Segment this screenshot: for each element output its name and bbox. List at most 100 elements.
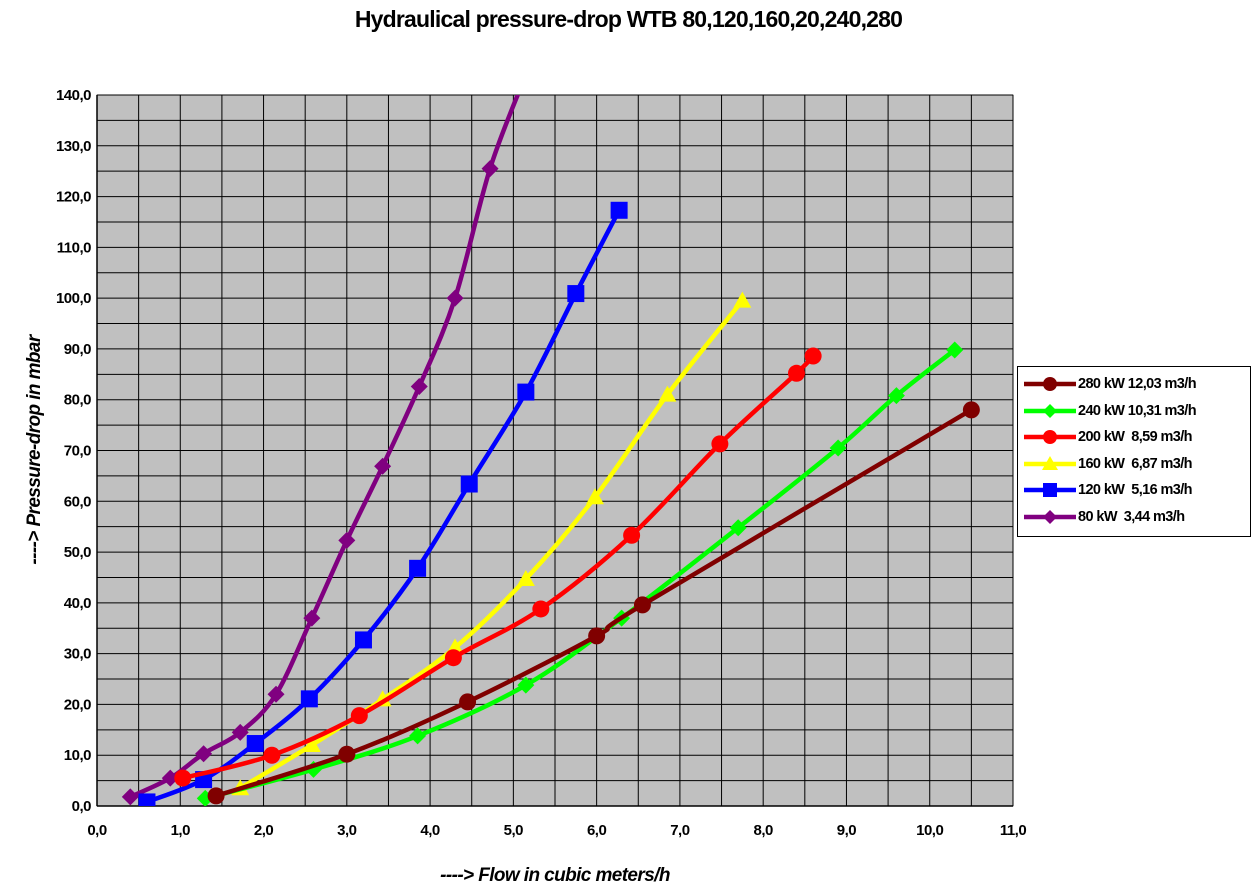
data-point-marker (588, 627, 606, 645)
data-point-marker (733, 291, 752, 308)
data-point-marker (517, 66, 534, 83)
data-point-marker (1043, 483, 1057, 497)
data-point-marker (231, 723, 249, 741)
data-point-marker (1043, 377, 1057, 391)
tick-labels: 0,0 1,0 2,0 3,0 4,0 5,0 6,0 7,0 8,0 9,0 10,0 11,0 0,… (56, 87, 1027, 839)
legend-label: 280 kW 12,03 m3/h (1078, 376, 1197, 392)
legend-item: 160 kW 6,87 m3/h (1018, 451, 1250, 478)
data-point-marker (302, 736, 321, 753)
data-point-marker (460, 475, 478, 493)
legend-item: 200 kW 8,59 m3/h (1018, 424, 1250, 451)
series (138, 201, 628, 806)
data-point-marker (481, 160, 499, 178)
y-tick-label: 0,0 (72, 798, 92, 815)
data-point-marker (246, 735, 264, 753)
legend-item: 80 kW 3,44 m3/h (1018, 504, 1250, 531)
x-tick-label: 8,0 (754, 822, 774, 839)
data-point-marker (946, 341, 964, 359)
data-point-marker (658, 385, 677, 402)
data-point-marker (350, 707, 368, 725)
y-tick-label: 20,0 (64, 696, 91, 713)
data-point-marker (410, 378, 428, 396)
legend-label: 160 kW 6,87 m3/h (1078, 455, 1193, 472)
data-point-marker (444, 649, 462, 667)
data-point-marker (263, 746, 281, 764)
data-point-marker (633, 596, 651, 614)
data-point-marker (303, 609, 321, 627)
data-point-marker (267, 685, 285, 703)
legend-swatch (1024, 455, 1076, 470)
data-point-marker (1043, 509, 1057, 524)
y-tick-label: 30,0 (64, 646, 91, 663)
y-tick-label: 130,0 (56, 138, 91, 155)
data-point-marker (354, 631, 372, 649)
legend-label: 80 kW 3,44 m3/h (1078, 508, 1185, 525)
y-tick-label: 60,0 (64, 493, 91, 510)
series (207, 401, 980, 805)
legend-label: 120 kW 5,16 m3/h (1078, 482, 1193, 498)
legend-swatch (1024, 509, 1076, 524)
x-tick-label: 6,0 (587, 822, 607, 839)
y-tick-label: 120,0 (56, 189, 91, 206)
series-layer (121, 66, 980, 806)
legend-swatch (1024, 430, 1076, 444)
y-tick-label: 140,0 (56, 87, 91, 104)
legend: 280 kW 12,03 m3/h 240 kW 10,31 m3/h 200 kW… (1017, 366, 1251, 537)
y-tick-label: 80,0 (64, 392, 91, 409)
data-point-marker (409, 727, 427, 745)
y-axis-title: ----> Pressure-drop in mbar (24, 333, 45, 564)
legend-label: 200 kW 8,59 m3/h (1078, 429, 1193, 445)
data-point-marker (829, 439, 847, 457)
legend-swatch (1024, 377, 1076, 391)
legend-item: 240 kW 10,31 m3/h (1018, 398, 1250, 425)
x-tick-label: 10,0 (916, 822, 943, 839)
data-point-marker (409, 559, 427, 577)
y-tick-label: 50,0 (64, 544, 91, 561)
data-point-marker (1043, 430, 1057, 444)
data-point-marker (711, 435, 729, 453)
data-point-marker (1042, 455, 1058, 470)
data-point-marker (532, 600, 550, 618)
data-point-marker (804, 347, 822, 365)
data-point-marker (1043, 403, 1057, 418)
data-point-marker (174, 769, 192, 787)
x-tick-label: 7,0 (670, 822, 690, 839)
x-tick-label: 2,0 (254, 822, 274, 839)
x-tick-label: 11,0 (1000, 822, 1027, 839)
series (174, 347, 822, 787)
x-tick-label: 4,0 (420, 822, 440, 839)
y-tick-label: 90,0 (64, 341, 91, 358)
data-point-marker (610, 201, 628, 219)
data-point-marker (459, 693, 477, 711)
data-point-marker (195, 745, 213, 763)
legend-item: 280 kW 12,03 m3/h (1018, 371, 1250, 398)
data-point-marker (196, 789, 214, 806)
y-tick-label: 10,0 (64, 747, 91, 764)
data-point-marker (623, 526, 641, 544)
data-point-marker (374, 457, 392, 475)
data-point-marker (517, 383, 535, 401)
data-point-marker (517, 676, 535, 694)
data-point-marker (161, 769, 179, 787)
data-point-marker (585, 488, 604, 505)
legend-item: 120 kW 5,16 m3/h (1018, 477, 1250, 504)
x-tick-label: 3,0 (337, 822, 357, 839)
x-tick-label: 5,0 (504, 822, 524, 839)
x-tick-label: 0,0 (87, 822, 107, 839)
data-point-marker (887, 387, 905, 405)
data-point-marker (516, 569, 535, 586)
data-point-marker (121, 788, 139, 806)
y-tick-label: 40,0 (64, 595, 91, 612)
x-tick-label: 9,0 (837, 822, 857, 839)
y-tick-label: 70,0 (64, 443, 91, 460)
data-point-marker (567, 285, 585, 303)
x-tick-label: 1,0 (171, 822, 191, 839)
data-point-marker (338, 745, 356, 763)
legend-label: 240 kW 10,31 m3/h (1078, 402, 1197, 419)
legend-swatch (1024, 403, 1076, 418)
chart-title: Hydraulical pressure-drop WTB 80,120,160… (354, 6, 903, 32)
data-point-marker (962, 401, 980, 419)
data-point-marker (338, 531, 356, 549)
data-point-marker (787, 364, 805, 382)
